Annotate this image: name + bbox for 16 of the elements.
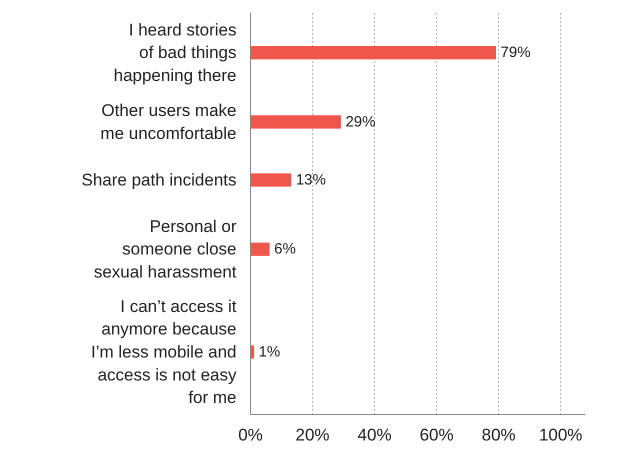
data-label: 6% — [274, 240, 296, 258]
y-tick-label: I heard stories of bad things happening there — [114, 20, 237, 85]
y-tick-label: Personal or someone close sexual harassment — [94, 216, 237, 282]
x-tick-label: 100% — [538, 426, 582, 444]
data-label: 79% — [500, 44, 531, 62]
x-tick-label: 60% — [420, 426, 454, 444]
data-label: 1% — [258, 343, 280, 360]
x-tick-label: 20% — [296, 426, 330, 444]
data-label: 29% — [345, 113, 376, 130]
y-tick-label: I can’t access it anymore because I’m less mobile and access is not easy for me — [90, 296, 237, 408]
x-tick-label: 40% — [358, 426, 392, 444]
x-tick-label: 0% — [238, 426, 263, 444]
y-tick-label: Share path incidents — [82, 170, 237, 190]
y-tick-label: Other users make me uncomfortable — [100, 101, 237, 143]
data-label: 13% — [296, 172, 326, 188]
x-tick-label: 80% — [482, 426, 516, 444]
